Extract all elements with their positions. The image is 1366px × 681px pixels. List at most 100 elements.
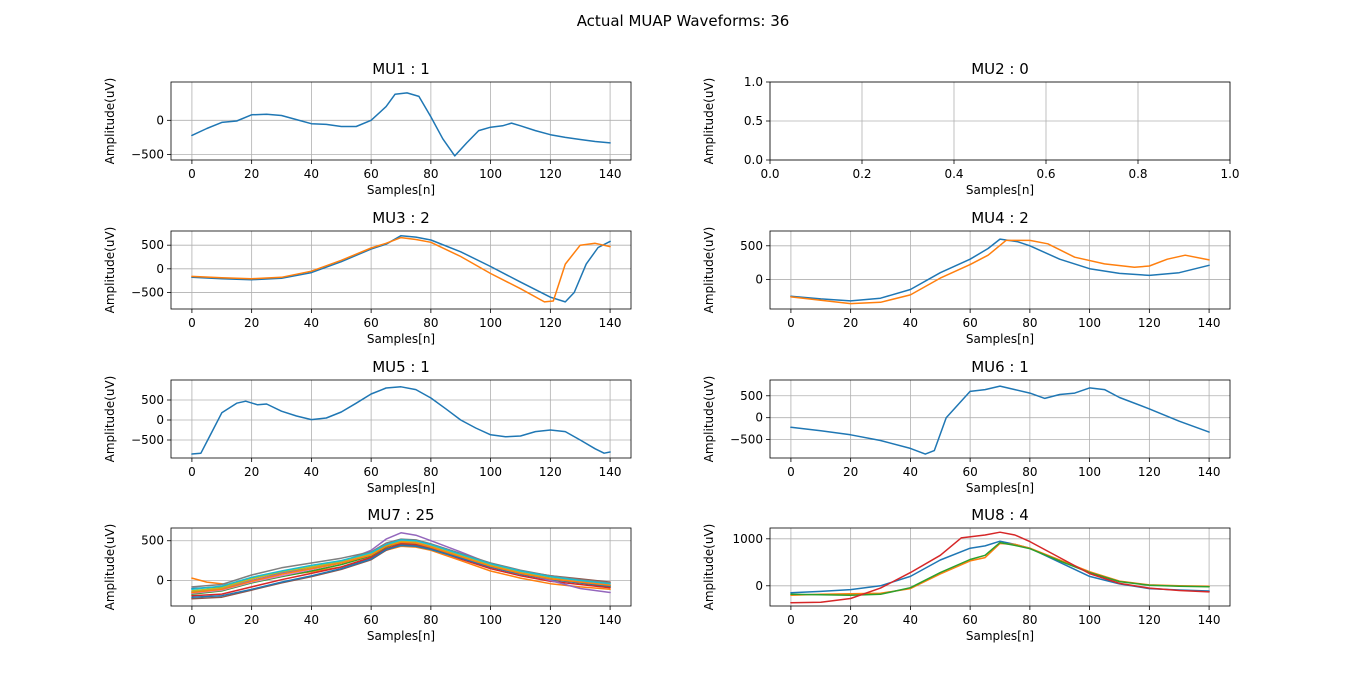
x-tick-label: 140 (1198, 316, 1221, 330)
series-line-3 (790, 541, 1210, 596)
y-axis-label: Amplitude(uV) (103, 524, 117, 611)
y-axis-label: Amplitude(uV) (702, 227, 716, 314)
x-tick-label: 80 (1022, 465, 1037, 479)
y-tick-label: 0 (755, 272, 763, 286)
x-tick-label: 40 (903, 613, 918, 627)
x-axis-label: Samples[n] (966, 332, 1034, 346)
x-tick-label: 140 (599, 316, 622, 330)
x-tick-label: 100 (1078, 465, 1101, 479)
series-line-2 (191, 236, 611, 303)
figure-title: Actual MUAP Waveforms: 36 (577, 12, 790, 30)
axes-frame (769, 379, 1231, 459)
x-tick-label: 20 (244, 465, 259, 479)
series-line-2 (790, 239, 1210, 305)
y-axis-label: Amplitude(uV) (702, 376, 716, 463)
x-tick-label: 0.8 (1128, 167, 1147, 181)
x-tick-label: 80 (423, 465, 438, 479)
subplot-title: MU2 : 0 (971, 60, 1029, 78)
subplot-mu1: 0 20 40 60 80 100 120 140 −500 0 MU1 : 1 Samples[n]… (103, 60, 632, 197)
series-line-12 (191, 541, 611, 594)
subplot-mu4: 0 20 40 60 80 100 120 140 0 500 MU4 : 2 Samples[n] A… (702, 209, 1231, 346)
subplot-title: MU6 : 1 (971, 358, 1029, 376)
x-tick-label: 20 (843, 465, 858, 479)
y-tick-label: 500 (141, 238, 164, 252)
y-tick-label: 0.5 (744, 114, 763, 128)
x-tick-label: 120 (539, 167, 562, 181)
x-tick-label: 120 (539, 465, 562, 479)
x-tick-label: 0.2 (852, 167, 871, 181)
x-tick-label: 140 (599, 167, 622, 181)
x-axis-label: Samples[n] (966, 183, 1034, 197)
x-tick-label: 100 (479, 316, 502, 330)
x-tick-label: 60 (363, 613, 378, 627)
x-tick-label: 20 (244, 613, 259, 627)
x-tick-label: 120 (1138, 465, 1161, 479)
y-tick-label: 500 (141, 393, 164, 407)
series-line-1 (191, 92, 611, 157)
subplot-title: MU7 : 25 (367, 506, 434, 524)
series-line-6 (191, 543, 611, 600)
axes-frame (170, 527, 632, 607)
x-tick-label: 60 (363, 465, 378, 479)
x-tick-label: 120 (1138, 316, 1161, 330)
y-axis-label: Amplitude(uV) (702, 78, 716, 165)
x-tick-label: 100 (1078, 316, 1101, 330)
series-line-7 (191, 539, 611, 595)
subplot-title: MU3 : 2 (372, 209, 430, 227)
x-tick-label: 140 (599, 465, 622, 479)
y-axis-label: Amplitude(uV) (103, 227, 117, 314)
x-tick-label: 120 (539, 316, 562, 330)
series-line-1 (191, 386, 611, 455)
subplot-title: MU4 : 2 (971, 209, 1029, 227)
y-tick-label: 0 (755, 579, 763, 593)
axes-frame (769, 527, 1231, 607)
y-tick-label: −500 (131, 433, 164, 447)
subplot-title: MU5 : 1 (372, 358, 430, 376)
x-tick-label: 20 (843, 316, 858, 330)
x-tick-label: 60 (962, 316, 977, 330)
x-tick-label: 100 (479, 613, 502, 627)
x-tick-label: 40 (903, 316, 918, 330)
x-tick-label: 0 (188, 613, 196, 627)
x-tick-label: 80 (1022, 316, 1037, 330)
x-axis-label: Samples[n] (966, 629, 1034, 643)
x-tick-label: 40 (304, 167, 319, 181)
x-tick-label: 60 (962, 465, 977, 479)
x-tick-label: 140 (1198, 613, 1221, 627)
y-tick-label: 0 (156, 413, 164, 427)
x-tick-label: 80 (423, 613, 438, 627)
x-tick-label: 20 (244, 316, 259, 330)
x-tick-label: 0 (787, 465, 795, 479)
x-tick-label: 80 (423, 167, 438, 181)
x-axis-label: Samples[n] (367, 481, 435, 495)
x-tick-label: 40 (304, 613, 319, 627)
x-tick-label: 0 (787, 613, 795, 627)
x-axis-label: Samples[n] (367, 332, 435, 346)
axes-frame (170, 230, 632, 310)
subplots: 0 20 40 60 80 100 120 140 −500 0 MU1 : 1 Samples[n]… (103, 60, 1240, 643)
x-tick-label: 100 (1078, 613, 1101, 627)
y-tick-label: −500 (131, 285, 164, 299)
x-tick-label: 20 (843, 613, 858, 627)
x-tick-label: 120 (1138, 613, 1161, 627)
x-axis-label: Samples[n] (367, 183, 435, 197)
axes-frame (170, 81, 632, 161)
series-line-4 (191, 543, 611, 597)
x-tick-label: 40 (903, 465, 918, 479)
x-axis-label: Samples[n] (367, 629, 435, 643)
series-line-9 (191, 540, 611, 592)
x-tick-label: 60 (363, 167, 378, 181)
x-tick-label: 140 (599, 613, 622, 627)
y-tick-label: 0 (755, 411, 763, 425)
subplot-title: MU1 : 1 (372, 60, 430, 78)
x-tick-label: 40 (304, 316, 319, 330)
y-tick-label: 1000 (732, 532, 763, 546)
x-tick-label: 60 (363, 316, 378, 330)
subplot-mu5: 0 20 40 60 80 100 120 140 −500 0 500 MU5 : 1 Samples… (103, 358, 632, 495)
x-tick-label: 0 (787, 316, 795, 330)
x-tick-label: 0.4 (944, 167, 963, 181)
series-line-1 (191, 234, 611, 303)
y-axis-label: Amplitude(uV) (103, 376, 117, 463)
x-tick-label: 140 (1198, 465, 1221, 479)
